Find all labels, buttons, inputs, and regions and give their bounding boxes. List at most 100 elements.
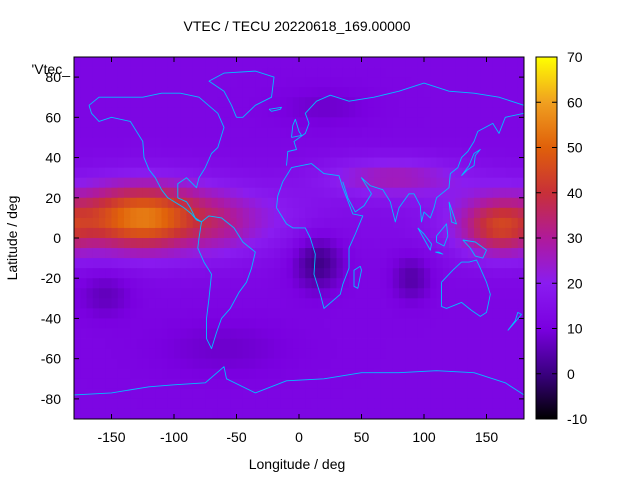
heatmap-cell xyxy=(442,157,450,169)
heatmap-cell xyxy=(442,398,450,410)
heatmap-cell xyxy=(455,147,462,158)
heatmap-cell xyxy=(361,328,369,339)
heatmap-cell xyxy=(142,127,150,138)
heatmap-cell xyxy=(305,388,312,400)
heatmap-cell xyxy=(174,408,181,419)
heatmap-cell xyxy=(274,207,281,219)
heatmap-cell xyxy=(167,197,175,209)
heatmap-cell xyxy=(317,57,325,68)
heatmap-cell xyxy=(267,57,275,68)
heatmap-cell xyxy=(449,248,456,259)
heatmap-cell xyxy=(380,57,387,68)
heatmap-cell xyxy=(517,117,524,128)
heatmap-cell xyxy=(74,207,81,219)
heatmap-cell xyxy=(386,358,394,370)
heatmap-cell xyxy=(280,107,287,118)
heatmap-cell xyxy=(92,248,100,259)
heatmap-cell xyxy=(211,248,219,259)
heatmap-cell xyxy=(342,378,350,390)
heatmap-cell xyxy=(336,207,344,219)
heatmap-cell xyxy=(149,207,156,219)
heatmap-cell xyxy=(230,167,237,179)
heatmap-cell xyxy=(280,308,287,319)
heatmap-cell xyxy=(299,258,306,269)
heatmap-cell xyxy=(442,187,450,199)
heatmap-cell xyxy=(442,97,450,108)
heatmap-cell xyxy=(386,177,394,189)
heatmap-cell xyxy=(130,157,137,169)
heatmap-cell xyxy=(142,107,150,118)
heatmap-cell xyxy=(267,87,275,98)
heatmap-cell xyxy=(174,358,181,370)
heatmap-cell xyxy=(449,358,456,370)
heatmap-cell xyxy=(142,217,150,229)
heatmap-cell xyxy=(180,338,187,350)
heatmap-cell xyxy=(142,308,150,319)
heatmap-cell xyxy=(455,167,462,179)
heatmap-cell xyxy=(436,207,444,219)
heatmap-cell xyxy=(161,57,169,68)
heatmap-cell xyxy=(436,87,444,98)
heatmap-cell xyxy=(330,348,337,360)
heatmap-cell xyxy=(236,187,244,199)
heatmap-cell xyxy=(155,217,162,229)
heatmap-cell xyxy=(317,398,325,410)
heatmap-cell xyxy=(405,278,412,289)
heatmap-cell xyxy=(199,338,206,350)
heatmap-cell xyxy=(355,127,362,138)
heatmap-cell xyxy=(486,378,494,390)
heatmap-cell xyxy=(374,308,381,319)
heatmap-cell xyxy=(205,147,212,158)
heatmap-cell xyxy=(492,338,500,350)
heatmap-cell xyxy=(449,338,456,350)
heatmap-cell xyxy=(311,217,319,229)
heatmap-cell xyxy=(105,388,112,400)
heatmap-cell xyxy=(161,408,169,419)
heatmap-cell xyxy=(249,308,256,319)
heatmap-cell xyxy=(317,238,325,249)
heatmap-cell xyxy=(405,388,412,400)
heatmap-cell xyxy=(349,348,356,360)
heatmap-cell xyxy=(330,288,337,299)
heatmap-cell xyxy=(292,227,300,239)
heatmap-cell xyxy=(474,258,481,269)
heatmap-cells xyxy=(74,57,524,419)
heatmap-cell xyxy=(186,157,194,169)
heatmap-cell xyxy=(80,368,87,380)
heatmap-cell xyxy=(430,368,437,380)
heatmap-cell xyxy=(330,328,337,339)
heatmap-cell xyxy=(442,318,450,329)
heatmap-cell xyxy=(349,217,356,229)
heatmap-cell xyxy=(336,137,344,148)
heatmap-cell xyxy=(142,197,150,209)
heatmap-cell xyxy=(130,177,137,189)
heatmap-cell xyxy=(105,147,112,158)
heatmap-cell xyxy=(211,348,219,360)
heatmap-cell xyxy=(436,308,444,319)
heatmap-cell xyxy=(324,197,331,209)
heatmap-cell xyxy=(161,278,169,289)
heatmap-cell xyxy=(480,147,487,158)
heatmap-cell xyxy=(367,388,375,400)
heatmap-cell xyxy=(242,358,250,370)
heatmap-cell xyxy=(292,308,300,319)
heatmap-cell xyxy=(480,328,487,339)
heatmap-cell xyxy=(505,107,512,118)
heatmap-cell xyxy=(199,398,206,410)
heatmap-cell xyxy=(305,57,312,68)
heatmap-cell xyxy=(455,217,462,229)
heatmap-cell xyxy=(324,378,331,390)
heatmap-cell xyxy=(280,167,287,179)
heatmap-cell xyxy=(424,308,431,319)
heatmap-cell xyxy=(361,308,369,319)
colorbar-tick-label: 30 xyxy=(567,230,583,246)
heatmap-cell xyxy=(217,107,225,118)
heatmap-cell xyxy=(149,177,156,189)
heatmap-cell xyxy=(286,97,294,108)
heatmap-cell xyxy=(261,227,269,239)
heatmap-cell xyxy=(224,378,231,390)
heatmap-cell xyxy=(467,217,475,229)
heatmap-cell xyxy=(455,358,462,370)
heatmap-cell xyxy=(374,87,381,98)
